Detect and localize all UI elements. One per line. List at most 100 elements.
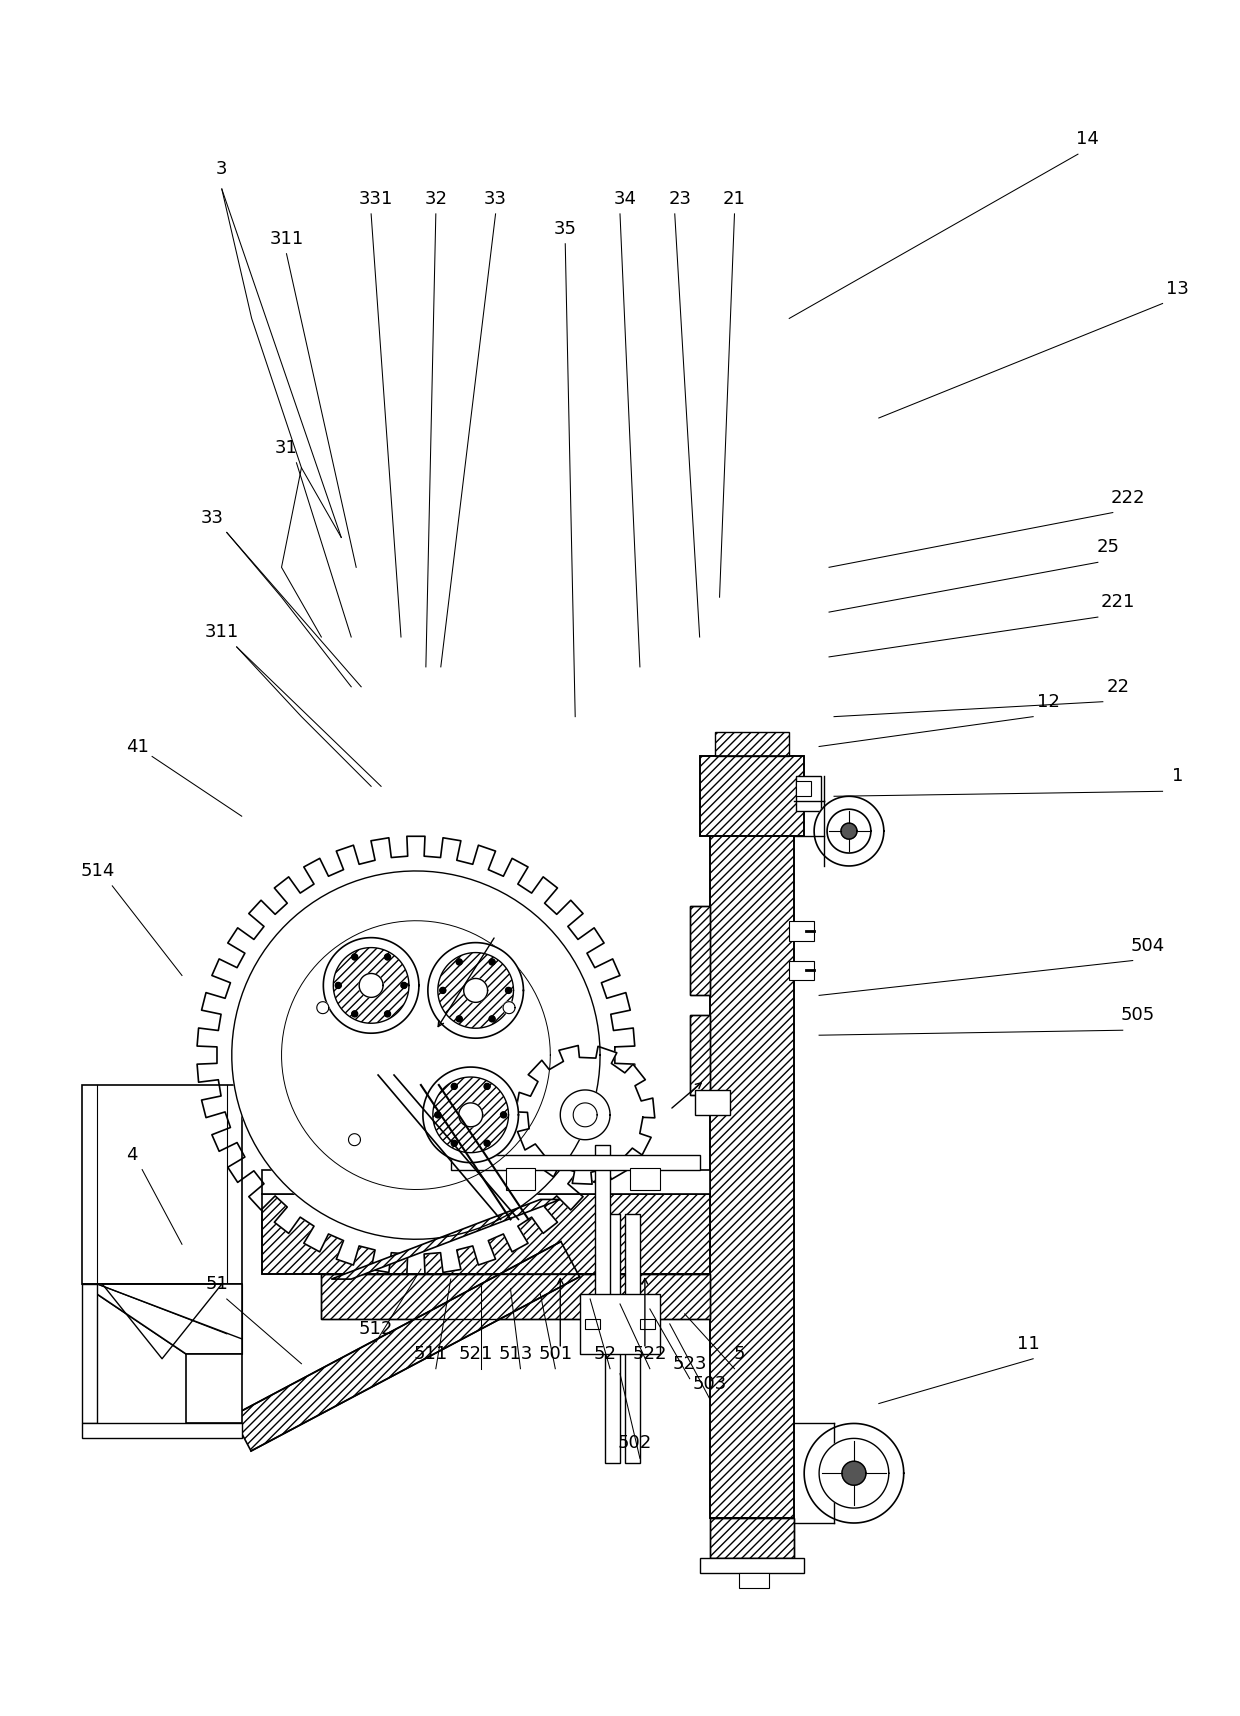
Text: 311: 311: [205, 623, 239, 642]
Bar: [580, 1294, 660, 1354]
Text: 51: 51: [206, 1275, 228, 1294]
Bar: [82, 1424, 242, 1438]
Polygon shape: [459, 1103, 482, 1127]
Polygon shape: [435, 1112, 440, 1117]
Polygon shape: [348, 1134, 361, 1146]
Polygon shape: [438, 952, 513, 1028]
Bar: [694, 1090, 729, 1115]
Polygon shape: [489, 1016, 495, 1021]
Polygon shape: [456, 959, 463, 964]
Bar: [689, 1016, 709, 1095]
Text: 221: 221: [1101, 594, 1135, 611]
Text: 523: 523: [672, 1354, 707, 1373]
Bar: [640, 1320, 655, 1328]
Text: 25: 25: [1096, 539, 1120, 556]
Polygon shape: [401, 983, 407, 988]
Polygon shape: [484, 1083, 490, 1090]
Text: 222: 222: [1111, 489, 1145, 506]
Polygon shape: [334, 947, 409, 1023]
Text: 512: 512: [358, 1320, 393, 1338]
Polygon shape: [334, 947, 409, 1023]
Text: 311: 311: [269, 230, 304, 247]
Polygon shape: [841, 824, 857, 839]
Text: 13: 13: [1166, 280, 1189, 297]
Bar: [262, 1194, 709, 1273]
Text: 22: 22: [1106, 678, 1130, 695]
Text: 21: 21: [723, 190, 746, 208]
Polygon shape: [433, 1078, 508, 1153]
Polygon shape: [82, 1284, 242, 1354]
Bar: [82, 1284, 98, 1424]
Bar: [789, 921, 815, 940]
Text: 41: 41: [125, 738, 149, 755]
Polygon shape: [82, 1284, 242, 1354]
Polygon shape: [503, 1002, 515, 1014]
Polygon shape: [820, 1438, 889, 1508]
Polygon shape: [384, 954, 391, 959]
Polygon shape: [815, 796, 884, 867]
Polygon shape: [506, 987, 511, 994]
Bar: [739, 1574, 769, 1587]
Text: 32: 32: [424, 190, 448, 208]
Polygon shape: [456, 1016, 463, 1021]
Text: 331: 331: [358, 190, 393, 208]
Polygon shape: [316, 1002, 329, 1014]
Polygon shape: [331, 1199, 560, 1278]
Bar: [699, 757, 805, 836]
Bar: [630, 1167, 660, 1189]
Bar: [789, 961, 815, 980]
Text: 23: 23: [668, 190, 691, 208]
Bar: [699, 757, 805, 836]
Polygon shape: [186, 1354, 242, 1424]
Text: 501: 501: [538, 1345, 573, 1363]
Polygon shape: [451, 1083, 458, 1090]
Text: 1: 1: [1172, 767, 1183, 786]
Bar: [709, 757, 794, 1519]
Polygon shape: [423, 1067, 518, 1163]
Bar: [595, 1145, 610, 1325]
Bar: [321, 1273, 709, 1320]
Bar: [714, 731, 789, 757]
Text: 5: 5: [734, 1345, 745, 1363]
Polygon shape: [464, 978, 487, 1002]
Polygon shape: [827, 810, 870, 853]
Polygon shape: [352, 1011, 357, 1018]
Text: 502: 502: [618, 1435, 652, 1452]
Polygon shape: [335, 983, 341, 988]
Text: 14: 14: [1076, 130, 1100, 148]
Polygon shape: [489, 959, 495, 964]
Bar: [506, 1167, 536, 1189]
Bar: [689, 906, 709, 995]
Polygon shape: [560, 1090, 610, 1139]
Polygon shape: [573, 1103, 598, 1127]
Text: 11: 11: [1017, 1335, 1039, 1352]
Text: 513: 513: [498, 1345, 533, 1363]
Text: 31: 31: [275, 439, 298, 456]
Text: 505: 505: [1121, 1006, 1154, 1024]
Polygon shape: [438, 952, 513, 1028]
Bar: [262, 1170, 709, 1194]
Text: 12: 12: [1037, 693, 1059, 710]
Polygon shape: [440, 987, 446, 994]
Bar: [82, 1085, 242, 1284]
Polygon shape: [232, 1242, 579, 1452]
Bar: [585, 1320, 600, 1328]
Text: 503: 503: [692, 1375, 727, 1393]
Text: 514: 514: [81, 861, 114, 880]
Text: 504: 504: [1131, 937, 1164, 954]
Bar: [605, 1215, 620, 1464]
Polygon shape: [516, 1045, 655, 1184]
Text: 4: 4: [126, 1146, 138, 1163]
Polygon shape: [805, 1424, 904, 1524]
Polygon shape: [232, 872, 600, 1239]
Text: 521: 521: [459, 1345, 492, 1363]
Text: 35: 35: [554, 220, 577, 239]
Bar: [709, 1519, 794, 1558]
Bar: [625, 1215, 640, 1464]
Bar: [262, 1194, 709, 1273]
Bar: [689, 906, 709, 995]
Bar: [796, 776, 821, 812]
Text: 33: 33: [484, 190, 507, 208]
Polygon shape: [360, 973, 383, 997]
Text: 522: 522: [632, 1345, 667, 1363]
